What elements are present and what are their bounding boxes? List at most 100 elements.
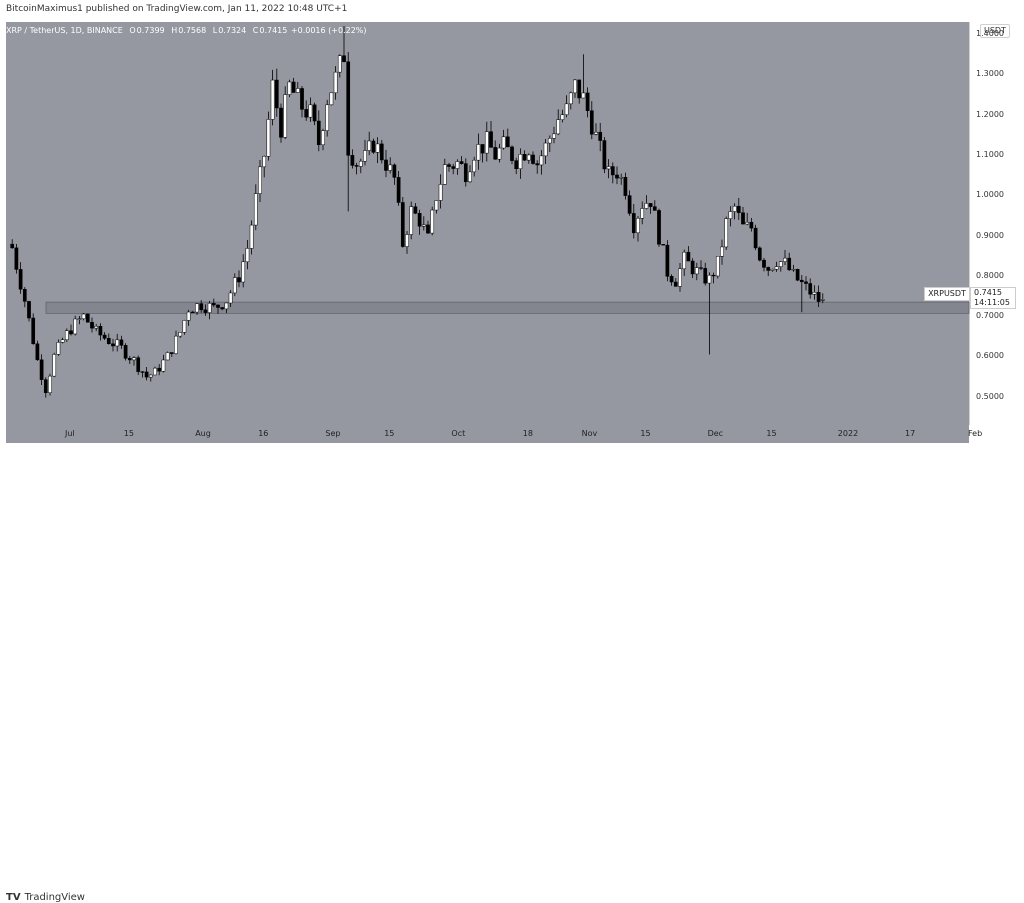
candle-body bbox=[505, 136, 510, 148]
candle-body bbox=[715, 256, 720, 277]
candle-body bbox=[669, 276, 674, 283]
candle-body bbox=[791, 269, 796, 271]
publisher-text: BitcoinMaximus1 published on TradingView… bbox=[6, 4, 348, 14]
candle-body bbox=[148, 374, 153, 378]
candle-body bbox=[329, 92, 334, 106]
candle-body bbox=[627, 195, 632, 214]
candle-body bbox=[10, 243, 15, 249]
currency-button[interactable]: USDT bbox=[980, 24, 1010, 38]
candle-body bbox=[337, 55, 342, 73]
candle-body bbox=[648, 203, 653, 207]
candle-body bbox=[367, 140, 372, 151]
candle-body bbox=[333, 71, 338, 94]
candle-body bbox=[270, 79, 275, 120]
candle-body bbox=[169, 352, 174, 354]
candlestick-chart bbox=[10, 26, 970, 398]
candle-body bbox=[472, 159, 477, 173]
time-tick-label: 15 bbox=[766, 429, 777, 438]
price-tick-label: 0.5000 bbox=[976, 391, 1004, 401]
candle-body bbox=[396, 177, 401, 203]
candle-body bbox=[409, 206, 414, 235]
candle-body bbox=[182, 320, 187, 333]
candle-body bbox=[413, 206, 418, 214]
candle-body bbox=[463, 163, 468, 183]
candle-body bbox=[766, 267, 771, 271]
candle-body bbox=[501, 136, 506, 149]
candle-body bbox=[535, 163, 540, 166]
time-tick-label: Aug bbox=[195, 429, 211, 438]
candle-body bbox=[560, 114, 565, 120]
candle-body bbox=[304, 109, 309, 118]
candle-body bbox=[694, 267, 699, 275]
price-tick-label: 1.2000 bbox=[976, 109, 1004, 119]
candle-body bbox=[598, 131, 603, 141]
candle-body bbox=[703, 268, 708, 284]
price-tick-label: 1.0000 bbox=[976, 190, 1004, 200]
candle-body bbox=[526, 154, 531, 161]
candle-body bbox=[300, 88, 304, 110]
brand[interactable]: TV TradingView bbox=[6, 892, 85, 903]
candle-body bbox=[211, 303, 216, 306]
candle-body bbox=[69, 330, 73, 335]
candle-body bbox=[295, 88, 300, 93]
high-label: H bbox=[171, 26, 178, 35]
candle-body bbox=[363, 150, 367, 162]
candle-body bbox=[493, 147, 498, 160]
candle-body bbox=[153, 367, 157, 376]
candle-body bbox=[711, 274, 716, 277]
candle-body bbox=[14, 247, 19, 270]
candle-body bbox=[375, 143, 380, 153]
candle-body bbox=[77, 318, 82, 320]
candle-body bbox=[442, 164, 447, 185]
last-price-value: 0.7415 bbox=[974, 288, 1002, 297]
time-tick-label: 17 bbox=[905, 429, 916, 438]
candle-body bbox=[43, 379, 48, 393]
close-label: C bbox=[252, 26, 259, 35]
candle-body bbox=[224, 302, 229, 310]
candle-body bbox=[547, 138, 552, 144]
candle-body bbox=[573, 79, 577, 94]
candle-body bbox=[178, 332, 183, 337]
symbol-title: XRP / TetherUS, 1D, BINANCE bbox=[6, 26, 123, 35]
candle-body bbox=[73, 318, 78, 335]
time-axis[interactable] bbox=[6, 425, 969, 443]
candle-body bbox=[497, 147, 502, 160]
low-value: 0.7324 bbox=[218, 26, 247, 35]
candle-body bbox=[48, 375, 52, 393]
ohlc-legend: XRP / TetherUS, 1D, BINANCE O0.7399 H0.7… bbox=[6, 26, 367, 35]
candle-body bbox=[606, 166, 611, 170]
price-axis[interactable] bbox=[969, 22, 1019, 425]
candle-body bbox=[808, 283, 813, 295]
time-tick-label: 2022 bbox=[837, 429, 859, 438]
candle-body bbox=[438, 184, 443, 201]
brand-name: TradingView bbox=[24, 892, 85, 903]
candle-body bbox=[799, 279, 804, 283]
candle-body bbox=[384, 159, 388, 171]
candle-body bbox=[312, 104, 317, 122]
candle-body bbox=[199, 303, 204, 311]
candle-body bbox=[228, 292, 233, 304]
candle-body bbox=[602, 140, 607, 170]
candle-body bbox=[484, 131, 489, 154]
candle-body bbox=[430, 209, 435, 234]
candle-body bbox=[56, 342, 61, 355]
candle-body bbox=[468, 171, 472, 183]
candle-body bbox=[115, 339, 120, 347]
candle-body bbox=[619, 177, 624, 179]
candle-body bbox=[489, 131, 493, 148]
candle-body bbox=[820, 299, 825, 301]
candle-body bbox=[480, 144, 485, 154]
candle-body bbox=[417, 213, 422, 227]
candle-body bbox=[812, 291, 817, 295]
candle-body bbox=[392, 164, 397, 178]
countdown-timer: 14:11:05 bbox=[974, 298, 1010, 307]
candle-body bbox=[795, 269, 800, 281]
candle-body bbox=[434, 200, 439, 211]
price-tick-label: 0.7000 bbox=[976, 311, 1004, 321]
candle-body bbox=[253, 193, 258, 226]
time-tick-label: 18 bbox=[522, 429, 533, 438]
candle-body bbox=[22, 289, 27, 302]
candle-body bbox=[657, 210, 661, 245]
candle-body bbox=[665, 244, 670, 277]
close-value: 0.7415 bbox=[259, 26, 288, 35]
